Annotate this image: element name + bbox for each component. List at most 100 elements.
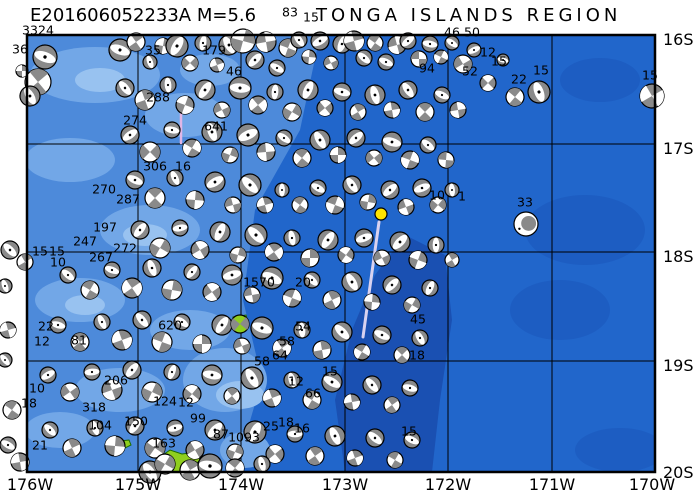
depth-label: 15 bbox=[49, 244, 65, 259]
map-title-event: E201606052233A M=5.6 bbox=[30, 5, 256, 26]
depth-label: 94 bbox=[419, 61, 435, 76]
depth-label: 33 bbox=[517, 195, 533, 210]
lon-label: 176W bbox=[7, 475, 54, 494]
beachball bbox=[639, 83, 665, 109]
beachball bbox=[202, 282, 222, 302]
beachball bbox=[253, 455, 271, 473]
beachball bbox=[221, 146, 239, 164]
beachball bbox=[201, 121, 223, 143]
depth-label: 15 bbox=[322, 364, 338, 379]
beachball bbox=[302, 390, 322, 410]
depth-label: 54 bbox=[295, 319, 311, 334]
beachball bbox=[365, 149, 383, 167]
ocean-layer bbox=[27, 35, 655, 472]
depth-label: 288 bbox=[146, 90, 170, 105]
beachball bbox=[332, 82, 352, 102]
beachball bbox=[122, 360, 142, 380]
depth-label: 15 bbox=[491, 54, 507, 69]
beachball bbox=[331, 321, 353, 343]
depth-label: 64 bbox=[272, 348, 288, 363]
beachball bbox=[132, 310, 152, 330]
beachball bbox=[149, 237, 171, 259]
beachball bbox=[256, 196, 274, 214]
depth-label: 10 bbox=[29, 381, 45, 396]
beachball bbox=[346, 449, 364, 467]
beachball bbox=[444, 252, 460, 268]
beachball bbox=[354, 228, 374, 248]
depth-label: 20 bbox=[295, 275, 311, 290]
beachball bbox=[233, 337, 251, 355]
depth-label: 45 bbox=[410, 312, 426, 327]
beachball bbox=[444, 182, 460, 198]
beachball bbox=[355, 49, 373, 67]
beachball bbox=[86, 419, 104, 437]
beachball bbox=[201, 364, 223, 386]
depth-label: 21 bbox=[32, 438, 48, 453]
beachball bbox=[248, 95, 268, 115]
depth-label: 1093 bbox=[228, 430, 260, 445]
depth-label: 1570 bbox=[243, 275, 275, 290]
beachball bbox=[275, 129, 293, 147]
beachball bbox=[293, 321, 311, 339]
beachball bbox=[166, 169, 184, 187]
beachball bbox=[325, 195, 345, 215]
beachball bbox=[408, 250, 428, 270]
beachball bbox=[224, 196, 242, 214]
depth-label: 83 bbox=[282, 5, 298, 20]
beachball bbox=[182, 384, 202, 404]
depth-label: 12 bbox=[178, 395, 194, 410]
map-title-region: TONGA ISLANDS REGION bbox=[315, 5, 621, 26]
beachball bbox=[297, 79, 319, 101]
beachball bbox=[316, 99, 334, 117]
depth-label: 163 bbox=[152, 436, 176, 451]
beachball bbox=[104, 435, 126, 457]
beachball bbox=[173, 313, 191, 331]
depth-label: 104 bbox=[88, 418, 112, 433]
beachball bbox=[243, 286, 261, 304]
depth-label: 18 bbox=[409, 348, 425, 363]
lat-label: 18S bbox=[663, 247, 694, 266]
depth-label: 247 bbox=[73, 234, 97, 249]
depth-label: 124 bbox=[153, 394, 177, 409]
lon-label: 175W bbox=[115, 475, 162, 494]
beachball bbox=[141, 381, 163, 403]
beachball bbox=[324, 425, 346, 447]
beachball bbox=[403, 296, 421, 314]
depth-label: 10 bbox=[429, 188, 445, 203]
beachball bbox=[0, 240, 20, 260]
beachball bbox=[365, 428, 385, 448]
beachball bbox=[444, 35, 460, 51]
depth-label: 35 bbox=[145, 43, 161, 58]
beachball bbox=[183, 263, 201, 281]
depth-label: 12 bbox=[288, 374, 304, 389]
beachball bbox=[429, 196, 447, 214]
beachball bbox=[343, 393, 361, 411]
beachball bbox=[182, 138, 202, 158]
beachball bbox=[0, 321, 17, 339]
beachball bbox=[264, 242, 284, 262]
beachball bbox=[80, 280, 100, 300]
beachball bbox=[159, 76, 177, 94]
beachball bbox=[342, 175, 362, 195]
beachball bbox=[377, 53, 395, 71]
epicenter-layer bbox=[374, 207, 388, 221]
ocean-shade bbox=[65, 295, 105, 315]
beachball bbox=[125, 170, 145, 190]
beachball bbox=[272, 338, 292, 358]
beachball bbox=[134, 89, 156, 111]
beachball bbox=[400, 150, 420, 170]
ocean-shade bbox=[560, 58, 640, 102]
depth-label: 22 bbox=[38, 319, 54, 334]
beachball bbox=[83, 363, 101, 381]
beachball bbox=[300, 248, 320, 268]
beachball bbox=[386, 451, 404, 469]
depth-label: 197 bbox=[93, 220, 117, 235]
beachball bbox=[286, 425, 304, 443]
beachball bbox=[243, 420, 267, 444]
depth-label: 25 bbox=[263, 419, 279, 434]
depth-label: 267 bbox=[89, 250, 113, 265]
beachball bbox=[256, 142, 276, 162]
lon-label: 171W bbox=[529, 475, 576, 494]
beachball bbox=[513, 211, 539, 237]
